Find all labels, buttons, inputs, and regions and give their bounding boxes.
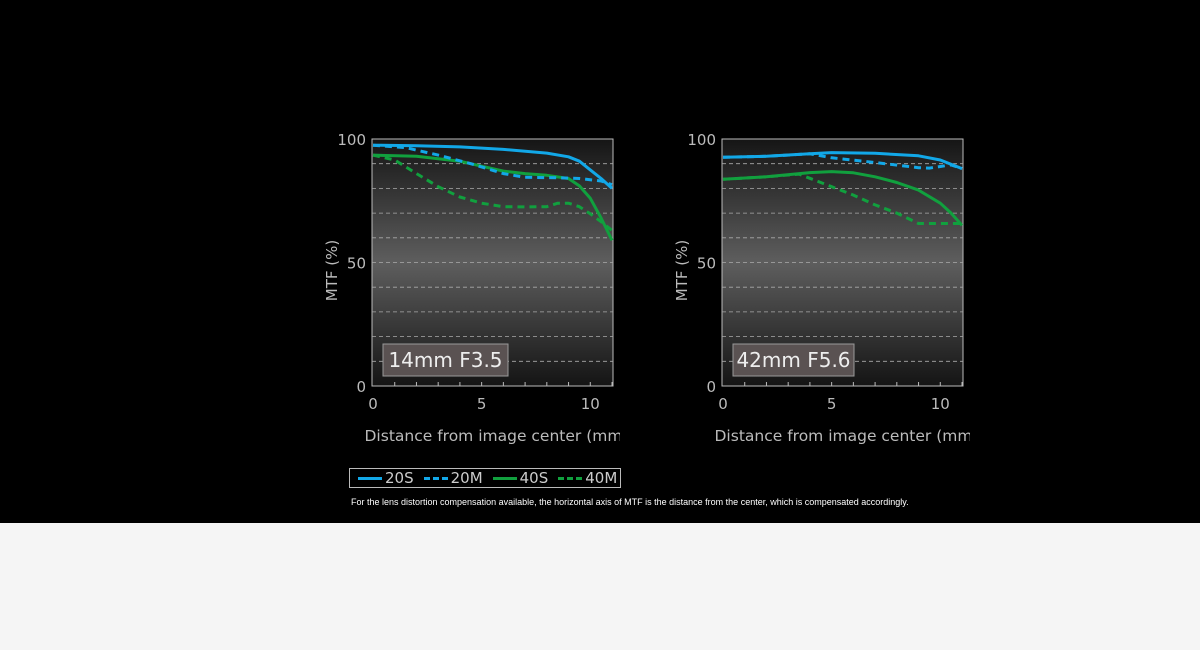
legend-item-20s: 20S (358, 469, 414, 487)
series-line-40s (722, 170, 964, 227)
chart-title-box (732, 343, 855, 377)
series-line-20m (722, 152, 963, 171)
y-tick-label: 0 (356, 378, 366, 396)
legend-swatch (558, 476, 583, 480)
mtf-chart-panel: 0 50 100 0 5 10 Distance from image center (mm… (0, 0, 1200, 523)
series-line-20m (372, 143, 613, 187)
y-tick-label: 100 (337, 131, 366, 149)
series-line-40s (372, 153, 614, 241)
mtf-chart-14mm: 0 50 100 0 5 10 Distance from image center (mm… (323, 131, 621, 445)
chart-legend: 20S 20M 40S 40M (349, 468, 621, 488)
y-axis-label: MTF (%) (323, 240, 341, 301)
legend-label: 40M (585, 469, 618, 487)
legend-swatch (358, 476, 382, 480)
mtf-chart-42mm: 0 50 100 0 5 10 Distance from image center (mm… (673, 131, 971, 445)
y-tick-label: 50 (347, 255, 366, 273)
y-tick-label: 0 (706, 378, 716, 396)
y-tick-label: 50 (697, 255, 716, 273)
x-tick-label: 5 (477, 395, 487, 413)
chart-title-box (382, 343, 509, 377)
chart-title: 42mm F5.6 (736, 348, 850, 372)
x-tick-label: 10 (581, 395, 600, 413)
x-axis-label: Distance from image center (mm) (715, 427, 971, 445)
x-tick-label: 0 (368, 395, 378, 413)
y-tick-label: 100 (687, 131, 716, 149)
legend-swatch (492, 476, 517, 480)
series-line-20s (372, 143, 614, 190)
legend-label: 20S (385, 469, 414, 487)
footnote: For the lens distortion compensation ava… (351, 497, 909, 507)
legend-label: 20M (450, 469, 483, 487)
legend-swatch (423, 476, 448, 480)
chart-title: 14mm F3.5 (388, 348, 502, 372)
series-line-20s (722, 151, 963, 170)
legend-item-40s: 40S (492, 469, 549, 487)
series-line-40m (722, 172, 962, 225)
legend-item-40m: 40M (558, 469, 617, 487)
legend-item-20m: 20M (423, 469, 483, 487)
x-axis-label: Distance from image center (mm) (365, 427, 621, 445)
y-axis-label: MTF (%) (673, 240, 691, 301)
x-tick-label: 10 (931, 395, 950, 413)
x-tick-label: 0 (718, 395, 728, 413)
legend-label: 40S (519, 469, 549, 487)
x-tick-label: 5 (827, 395, 837, 413)
